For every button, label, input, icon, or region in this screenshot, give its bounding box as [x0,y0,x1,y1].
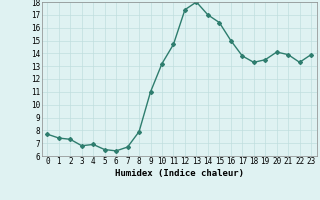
X-axis label: Humidex (Indice chaleur): Humidex (Indice chaleur) [115,169,244,178]
